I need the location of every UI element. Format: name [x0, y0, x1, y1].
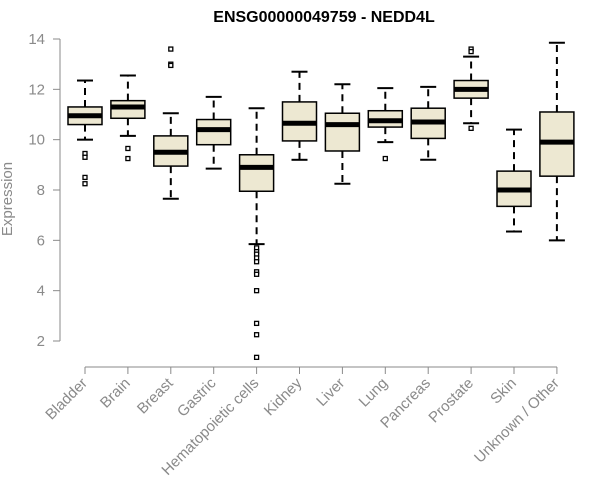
- outlier-point: [125, 155, 131, 162]
- y-tick-label: 8: [37, 182, 45, 199]
- box-lung: [367, 87, 404, 162]
- y-tick-label: 2: [37, 333, 45, 350]
- y-tick-label: 6: [37, 232, 45, 249]
- iqr-box: [238, 154, 275, 193]
- outlier-point: [253, 332, 260, 338]
- box-brain: [110, 74, 146, 162]
- y-tick-label: 14: [28, 31, 45, 48]
- x-tick-label-lung: Lung: [356, 375, 392, 411]
- y-axis-ticks: 2 4 6 8 10 12 14: [28, 31, 60, 350]
- outlier-point: [253, 354, 260, 361]
- iqr-box: [324, 112, 361, 152]
- box-gastric: [195, 95, 232, 170]
- outlier-point: [253, 271, 260, 277]
- iqr-box: [110, 99, 146, 120]
- box-breast: [153, 46, 189, 200]
- x-tick-label-liver: Liver: [313, 375, 348, 410]
- outlier-point: [82, 154, 88, 160]
- outlier-point: [168, 62, 174, 69]
- outlier-point: [82, 174, 88, 181]
- box-skin: [496, 128, 532, 233]
- box-unknown-other: [539, 41, 575, 242]
- outlier-point: [168, 46, 174, 52]
- box-bladder: [67, 79, 103, 187]
- y-tick-label: 12: [28, 81, 45, 98]
- y-axis-label: Expression: [0, 162, 16, 236]
- outlier-point: [82, 181, 88, 187]
- outlier-point: [125, 145, 131, 152]
- x-tick-label-prostate: Prostate: [425, 375, 477, 427]
- x-tick-label-brain: Brain: [97, 375, 134, 412]
- outlier-point: [253, 288, 260, 294]
- outlier-point: [253, 320, 260, 327]
- box-liver: [324, 83, 361, 185]
- x-tick-label-skin: Skin: [487, 375, 520, 408]
- box-pancreas: [410, 85, 446, 161]
- x-tick-label-kidney: Kidney: [261, 374, 306, 419]
- box-prostate: [453, 46, 489, 131]
- y-tick-label: 10: [28, 132, 45, 149]
- outlier-point: [253, 259, 260, 265]
- box-kidney: [281, 70, 318, 161]
- outlier-point: [382, 155, 388, 162]
- iqr-box: [195, 118, 232, 146]
- y-tick-label: 4: [37, 283, 45, 300]
- box-series: [67, 41, 575, 361]
- outlier-point: [468, 48, 474, 55]
- x-tick-label-bladder: Bladder: [42, 375, 91, 424]
- outlier-point: [468, 125, 474, 131]
- x-tick-label-breast: Breast: [134, 374, 177, 417]
- box-hematopoietic-cells: [238, 107, 275, 361]
- chart-title: ENSG00000049759 - NEDD4L: [213, 9, 435, 26]
